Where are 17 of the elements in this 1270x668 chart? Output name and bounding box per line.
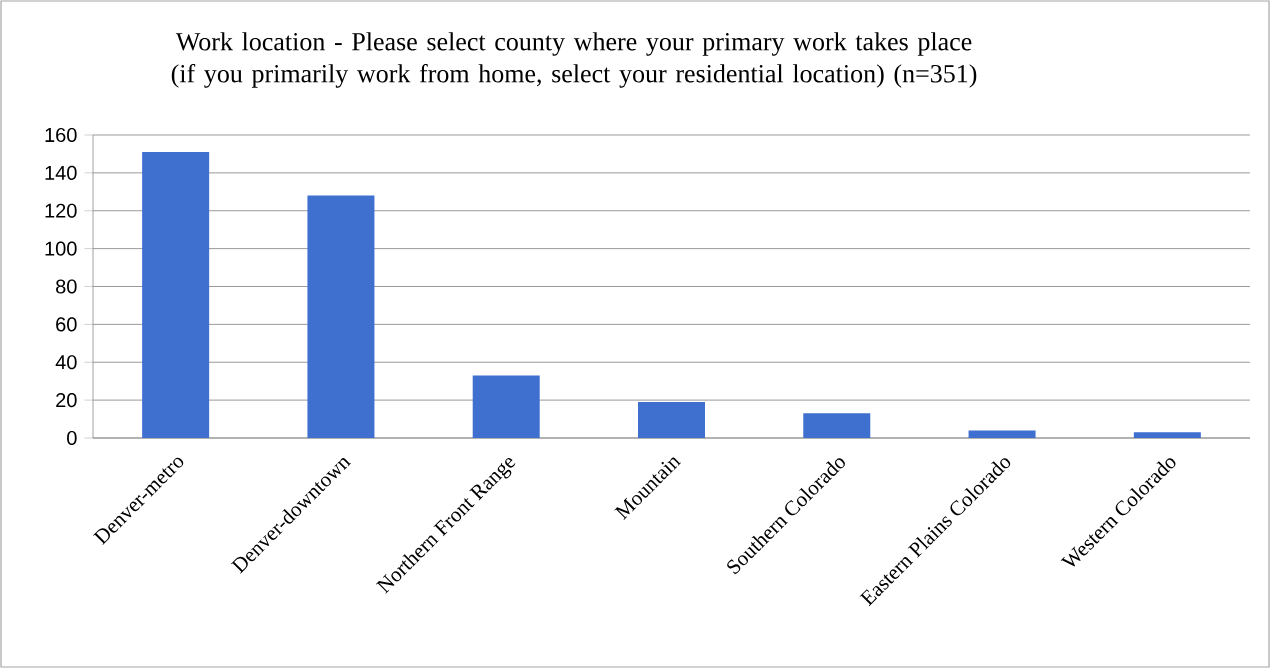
bar [142,152,210,438]
y-tick-label: 60 [56,317,77,332]
bar [1133,432,1201,438]
bar [307,195,375,438]
bar [968,430,1036,438]
chart-title: Work location - Please select county where your primary work takes place (if you primarily work from home, select your residential location) (n=351) [171,32,977,88]
y-tick-label: 140 [45,165,77,180]
bar [638,402,705,438]
y-tick-label: 160 [45,127,77,143]
y-tick-label: 40 [55,355,77,370]
bar [472,375,540,438]
y-tick-label: 100 [45,241,77,256]
y-tick-label: 80 [56,279,77,294]
bar [803,413,871,438]
y-tick-label: 120 [45,203,77,218]
y-tick-label: 0 [67,430,77,446]
y-tick-label: 20 [56,393,77,408]
